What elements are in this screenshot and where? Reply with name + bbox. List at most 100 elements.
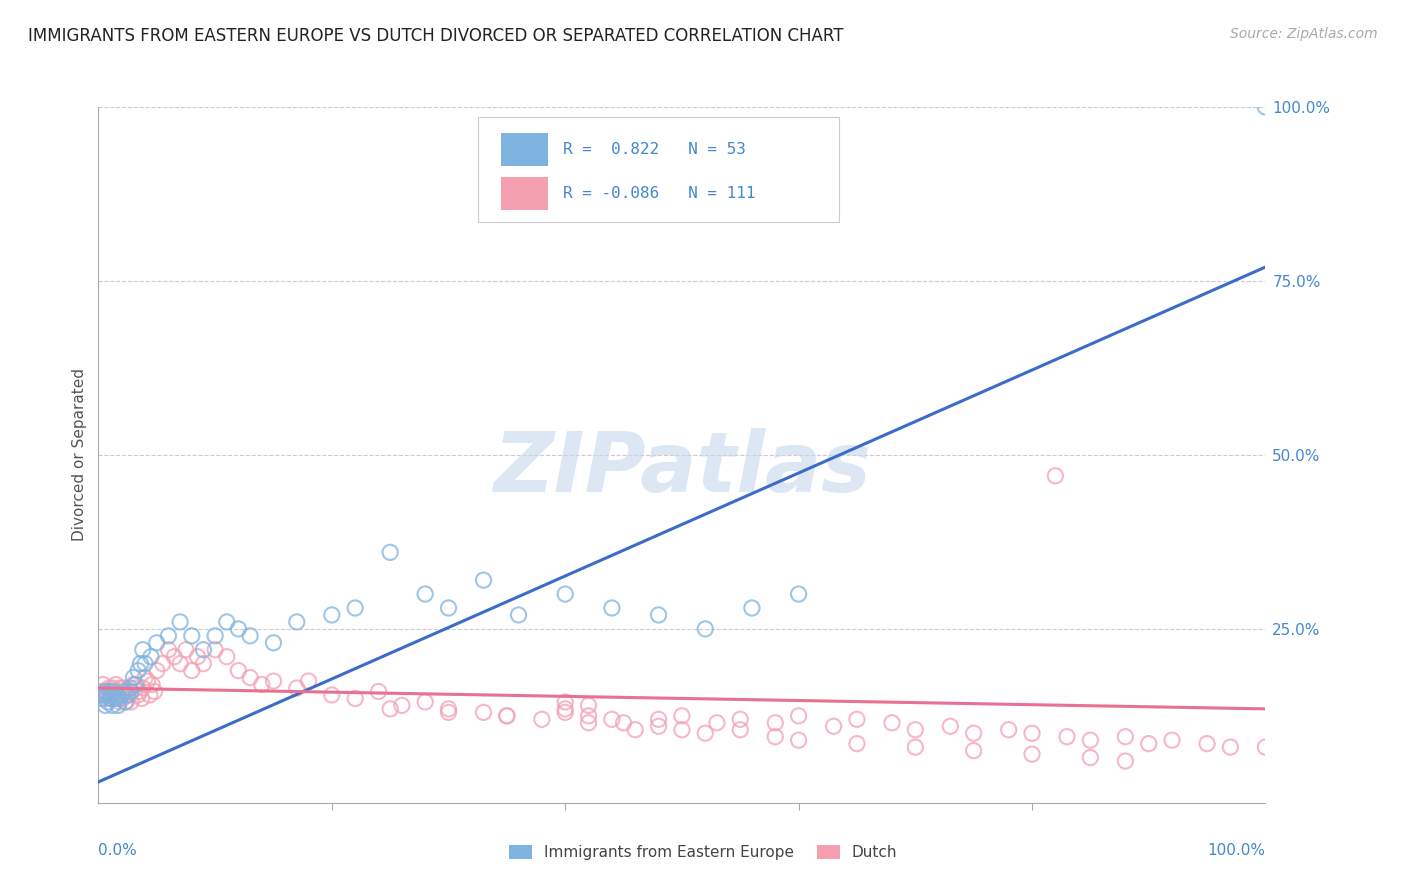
Point [1021,726,1043,740]
Point [134,657,156,671]
Point [787,708,810,723]
Point [285,615,308,629]
Point [378,702,402,716]
Point [90,684,112,698]
Text: R =  0.822   N = 53: R = 0.822 N = 53 [562,142,745,157]
Point [128,684,150,698]
Point [250,677,273,691]
Point [508,607,530,622]
Point [101,698,124,713]
Point [647,607,669,622]
Point [321,607,343,622]
Point [1045,468,1067,483]
Legend: Immigrants from Eastern Europe, Dutch: Immigrants from Eastern Europe, Dutch [502,839,904,866]
Point [98,691,121,706]
Point [1137,737,1160,751]
Text: IMMIGRANTS FROM EASTERN EUROPE VS DUTCH DIVORCED OR SEPARATED CORRELATION CHART: IMMIGRANTS FROM EASTERN EUROPE VS DUTCH … [28,27,844,45]
Point [187,649,209,664]
Point [101,681,124,695]
Point [87,688,110,702]
Point [180,664,202,678]
Point [1254,100,1277,114]
Point [103,684,125,698]
Point [139,688,162,702]
Point [97,684,120,698]
Point [730,712,752,726]
Point [193,657,215,671]
Point [169,657,191,671]
Point [90,691,112,706]
Point [262,674,284,689]
Point [695,622,717,636]
Point [1161,733,1184,747]
Point [139,649,162,664]
Point [1114,730,1136,744]
Point [125,677,148,691]
Point [103,688,125,702]
Point [100,688,122,702]
Point [146,636,169,650]
Point [157,642,180,657]
Point [100,691,122,706]
Point [228,622,250,636]
Point [413,587,436,601]
Point [578,715,600,730]
FancyBboxPatch shape [501,133,548,166]
Point [136,674,159,689]
Point [845,712,868,726]
Point [695,726,717,740]
Point [437,702,460,716]
Point [97,695,120,709]
Point [321,688,343,702]
Point [1080,733,1102,747]
Point [108,695,131,709]
FancyBboxPatch shape [501,177,548,210]
Point [91,677,114,691]
Point [612,715,634,730]
Point [239,629,262,643]
Point [554,702,576,716]
Point [90,688,112,702]
Point [163,649,186,664]
Point [413,695,436,709]
Point [96,691,118,706]
Point [787,587,810,601]
Point [763,715,786,730]
Point [1254,740,1277,755]
Point [129,657,152,671]
Point [578,708,600,723]
Point [1056,730,1078,744]
Point [378,545,402,559]
Point [193,642,215,657]
Point [939,719,962,733]
Point [120,684,142,698]
Text: ZIPatlas: ZIPatlas [494,428,870,509]
Point [134,671,156,685]
Text: R = -0.086   N = 111: R = -0.086 N = 111 [562,186,755,201]
Point [127,688,149,702]
Point [391,698,413,713]
Point [344,691,367,706]
Point [845,737,868,751]
Point [108,691,131,706]
Point [105,688,128,702]
Point [472,706,495,720]
Point [600,601,623,615]
Point [1219,740,1241,755]
Point [157,629,180,643]
Point [997,723,1019,737]
Point [367,684,389,698]
Point [823,719,845,733]
Point [117,688,139,702]
Point [120,695,142,709]
Point [90,691,112,706]
Point [495,708,517,723]
Point [437,601,460,615]
Point [239,671,262,685]
Point [174,642,197,657]
Point [741,601,763,615]
Point [97,688,120,702]
Point [180,629,202,643]
Point [1114,754,1136,768]
Point [115,695,138,709]
